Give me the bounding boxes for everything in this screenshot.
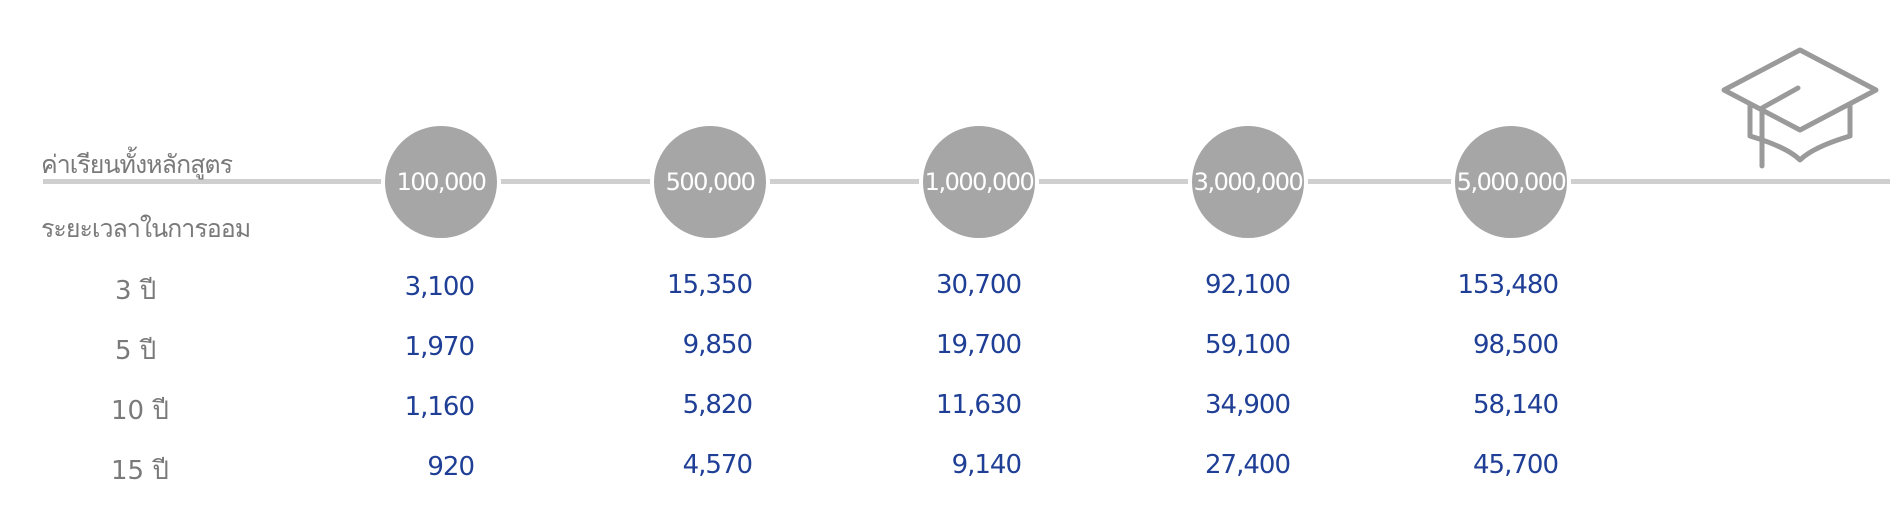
graduation-cap-icon (1721, 47, 1879, 169)
monthly-saving-value: 45,700 (1473, 450, 1559, 480)
row-label-5-years: 5 ปี (115, 336, 157, 366)
monthly-saving-value: 153,480 (1457, 270, 1559, 300)
monthly-saving-value: 58,140 (1473, 390, 1559, 420)
tuition-circle-3000000: 3,000,000 (1188, 122, 1308, 242)
monthly-saving-value: 920 (427, 452, 475, 482)
monthly-saving-value: 34,900 (1205, 390, 1291, 420)
course-cost-label: ค่าเรียนทั้งหลักสูตร (41, 150, 233, 179)
monthly-saving-value: 11,630 (936, 390, 1022, 420)
tuition-amount: 1,000,000 (924, 168, 1035, 196)
monthly-saving-value: 9,850 (682, 330, 753, 360)
tuition-amount: 5,000,000 (1456, 168, 1567, 196)
monthly-saving-value: 5,820 (682, 390, 753, 420)
monthly-saving-value: 19,700 (936, 330, 1022, 360)
monthly-saving-value: 15,350 (667, 270, 753, 300)
tuition-amount: 100,000 (396, 168, 487, 196)
monthly-saving-value: 27,400 (1205, 450, 1291, 480)
monthly-saving-value: 92,100 (1205, 270, 1291, 300)
monthly-saving-value: 1,160 (404, 392, 475, 422)
monthly-saving-value: 30,700 (936, 270, 1022, 300)
monthly-saving-value: 59,100 (1205, 330, 1291, 360)
saving-period-label: ระยะเวลาในการออม (41, 214, 251, 243)
tuition-circle-1000000: 1,000,000 (919, 122, 1039, 242)
monthly-saving-value: 3,100 (404, 272, 475, 302)
tuition-circle-500000: 500,000 (650, 122, 770, 242)
tuition-amount: 500,000 (665, 168, 756, 196)
monthly-saving-value: 9,140 (951, 450, 1022, 480)
tuition-amount: 3,000,000 (1193, 168, 1304, 196)
row-label-15-years: 15 ปี (111, 456, 169, 486)
monthly-saving-value: 98,500 (1473, 330, 1559, 360)
tuition-circle-100000: 100,000 (381, 122, 501, 242)
row-label-3-years: 3 ปี (115, 276, 157, 306)
monthly-saving-value: 4,570 (682, 450, 753, 480)
monthly-saving-value: 1,970 (404, 332, 475, 362)
row-label-10-years: 10 ปี (111, 396, 169, 426)
tuition-circle-5000000: 5,000,000 (1451, 122, 1571, 242)
